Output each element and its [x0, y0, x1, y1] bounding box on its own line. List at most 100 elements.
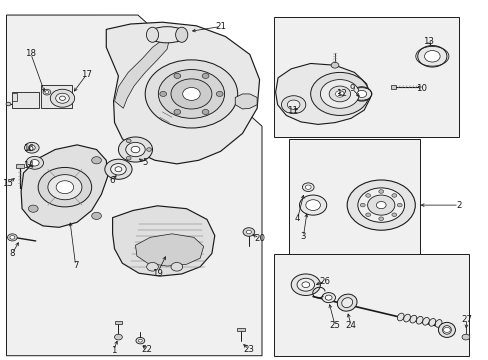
Text: 8: 8 [10, 249, 15, 258]
Circle shape [7, 234, 17, 241]
Text: 5: 5 [142, 158, 148, 167]
Circle shape [391, 213, 396, 216]
Text: 14: 14 [23, 161, 34, 170]
Polygon shape [112, 206, 214, 276]
Circle shape [320, 80, 359, 108]
Circle shape [299, 195, 326, 215]
Text: 18: 18 [25, 49, 36, 58]
Text: 9: 9 [348, 84, 354, 93]
Ellipse shape [146, 27, 158, 42]
Circle shape [216, 91, 223, 96]
Circle shape [376, 202, 386, 209]
Circle shape [287, 100, 299, 109]
Ellipse shape [434, 320, 441, 327]
Circle shape [365, 194, 370, 197]
Text: 2: 2 [455, 201, 461, 210]
Circle shape [50, 89, 75, 107]
Circle shape [396, 203, 401, 207]
Ellipse shape [175, 27, 187, 42]
Circle shape [351, 87, 371, 101]
Circle shape [48, 175, 82, 200]
Bar [12, 93, 17, 101]
Circle shape [171, 79, 211, 109]
Circle shape [424, 50, 439, 62]
Circle shape [91, 157, 101, 164]
Circle shape [45, 91, 49, 94]
Circle shape [30, 159, 39, 166]
Circle shape [302, 183, 313, 192]
Circle shape [125, 142, 145, 157]
Circle shape [138, 339, 142, 342]
Circle shape [28, 160, 38, 167]
Text: 19: 19 [152, 269, 163, 278]
Text: 3: 3 [300, 232, 305, 241]
Polygon shape [275, 63, 370, 125]
Circle shape [136, 337, 144, 344]
Circle shape [56, 181, 74, 194]
Ellipse shape [409, 315, 416, 323]
Circle shape [356, 90, 366, 98]
Bar [237, 328, 244, 331]
Polygon shape [235, 94, 257, 109]
Text: 17: 17 [81, 70, 92, 79]
Circle shape [56, 93, 69, 103]
Bar [274, 17, 458, 137]
Circle shape [146, 262, 158, 271]
Ellipse shape [438, 322, 454, 337]
Ellipse shape [337, 294, 356, 311]
Text: 7: 7 [73, 261, 78, 270]
Circle shape [443, 327, 449, 332]
Circle shape [417, 45, 446, 67]
Text: 27: 27 [461, 315, 471, 324]
Text: 20: 20 [254, 234, 264, 243]
Circle shape [60, 96, 65, 100]
Circle shape [365, 213, 370, 216]
Circle shape [6, 102, 11, 106]
Ellipse shape [415, 316, 422, 324]
Circle shape [246, 230, 251, 234]
Circle shape [28, 205, 38, 212]
Circle shape [158, 69, 224, 118]
Circle shape [115, 167, 122, 172]
Circle shape [91, 212, 101, 220]
Text: 16: 16 [23, 144, 34, 153]
Polygon shape [106, 22, 259, 164]
Circle shape [110, 163, 126, 175]
Circle shape [171, 262, 183, 271]
Circle shape [378, 190, 383, 193]
Text: 24: 24 [345, 321, 356, 330]
Circle shape [391, 194, 396, 197]
Text: 23: 23 [243, 345, 254, 354]
Text: 6: 6 [110, 176, 115, 185]
Circle shape [305, 185, 310, 189]
Bar [288, 139, 419, 262]
Circle shape [335, 91, 344, 97]
Ellipse shape [428, 319, 435, 326]
Circle shape [145, 60, 237, 128]
Circle shape [291, 274, 320, 296]
Polygon shape [21, 145, 107, 227]
Text: 12: 12 [335, 89, 346, 98]
Circle shape [330, 62, 338, 68]
Polygon shape [114, 39, 169, 108]
Circle shape [367, 195, 394, 215]
Text: 13: 13 [423, 37, 433, 46]
Text: 1: 1 [111, 346, 116, 355]
Circle shape [202, 109, 208, 114]
Bar [6, 15, 96, 137]
Ellipse shape [422, 318, 428, 325]
Circle shape [310, 72, 368, 116]
Ellipse shape [341, 298, 352, 307]
Circle shape [321, 293, 335, 303]
Circle shape [346, 180, 414, 230]
Circle shape [10, 235, 15, 239]
Circle shape [301, 282, 309, 288]
Text: 25: 25 [329, 321, 340, 330]
Circle shape [126, 139, 131, 143]
Text: 26: 26 [319, 276, 330, 285]
Circle shape [146, 148, 151, 151]
Circle shape [328, 86, 350, 102]
Text: 4: 4 [294, 214, 300, 223]
Circle shape [357, 188, 404, 222]
Circle shape [28, 145, 35, 150]
